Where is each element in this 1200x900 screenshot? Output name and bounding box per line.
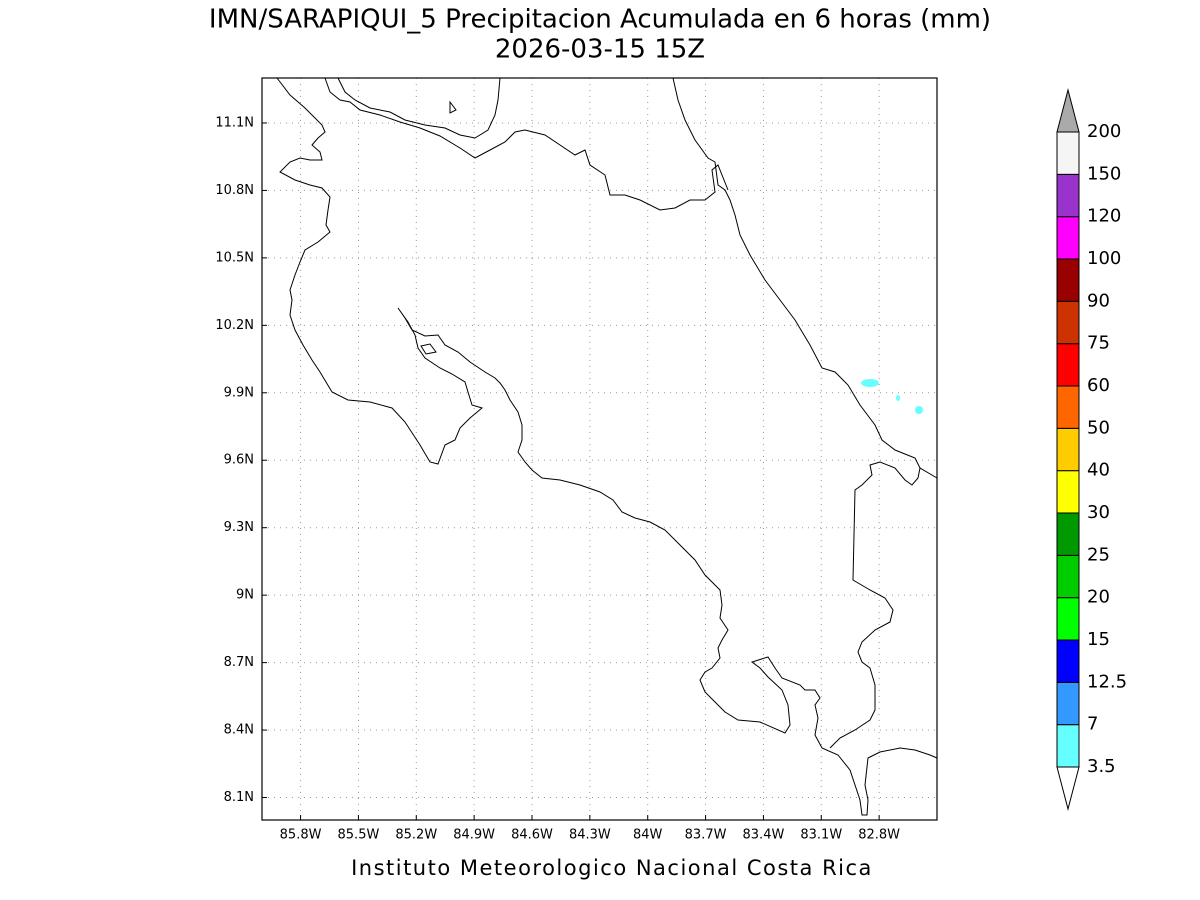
- y-tick-label: 10.5N: [215, 250, 254, 265]
- colorbar-label: 12.5: [1087, 671, 1127, 692]
- x-tick-label: 84.3W: [569, 828, 611, 843]
- y-tick-label: 11.1N: [215, 115, 254, 130]
- colorbar-label: 60: [1087, 375, 1110, 396]
- colorbar-box: [1056, 597, 1080, 641]
- y-tick-label: 9.6N: [224, 453, 254, 468]
- colorbar-extend: [1056, 766, 1080, 811]
- colorbar-label: 100: [1087, 248, 1121, 269]
- chart-subtitle: 2026-03-15 15Z: [495, 35, 705, 65]
- rain-patch: [861, 379, 879, 387]
- colorbar-label: 20: [1087, 587, 1110, 608]
- rain-patch: [915, 406, 923, 414]
- island: [449, 100, 457, 114]
- coast: [672, 77, 938, 479]
- x-tick-label: 85.2W: [395, 828, 437, 843]
- colorbar-extend: [1056, 88, 1080, 133]
- colorbar-box: [1056, 216, 1080, 260]
- precipitation: [861, 379, 923, 414]
- colorbar-box: [1056, 639, 1080, 683]
- colorbar-label: 120: [1087, 206, 1121, 227]
- x-tick-label: 85.8W: [280, 828, 322, 843]
- y-tick-label: 10.8N: [215, 183, 254, 198]
- x-tick-label: 82.8W: [858, 828, 900, 843]
- x-tick-label: 84.9W: [453, 828, 495, 843]
- colorbar-label: 25: [1087, 544, 1110, 565]
- x-tick-label: 85.5W: [338, 828, 380, 843]
- colorbar-label: 3.5: [1087, 756, 1116, 777]
- colorbar-box: [1056, 131, 1080, 175]
- colorbar: 3.5 7 12.5 15 20 25 30 40 50 60 75 90 100 120 150 200: [1056, 88, 1127, 811]
- border: [829, 461, 921, 749]
- chart-title: IMN/SARAPIQUI_5 Precipitacion Acumulada …: [209, 5, 991, 35]
- x-tick-label: 83.7W: [685, 828, 727, 843]
- colorbar-label: 15: [1087, 629, 1110, 650]
- grid: [262, 78, 937, 820]
- rain-patch: [896, 395, 900, 401]
- colorbar-box: [1056, 300, 1080, 345]
- y-tick-label: 9N: [236, 588, 254, 603]
- colorbar-label: 7: [1087, 714, 1098, 735]
- colorbar-label: 50: [1087, 417, 1110, 438]
- map-frame: [261, 77, 938, 821]
- colorbar-label: 150: [1087, 163, 1121, 184]
- x-tick-label: 84W: [633, 828, 663, 843]
- y-tick-label: 8.4N: [224, 723, 254, 738]
- y-tick-label: 8.1N: [224, 790, 254, 805]
- y-tick-label: 9.9N: [224, 385, 254, 400]
- island: [420, 343, 437, 355]
- colorbar-label: 75: [1087, 333, 1110, 354]
- lake-shore: [337, 77, 501, 139]
- footer: Instituto Meteorologico Nacional Costa R…: [351, 856, 873, 880]
- colorbar-label: 90: [1087, 290, 1110, 311]
- colorbar-box: [1056, 512, 1080, 556]
- x-tick-label: 83.1W: [800, 828, 842, 843]
- coast: [276, 77, 938, 816]
- x-tick-label: 84.6W: [511, 828, 553, 843]
- colorbar-box: [1056, 470, 1080, 514]
- colorbar-label: 30: [1087, 502, 1110, 523]
- colorbar-box: [1056, 343, 1080, 387]
- colorbar-box: [1056, 258, 1080, 302]
- colorbar-box: [1056, 385, 1080, 429]
- y-tick-label: 10.2N: [215, 318, 254, 333]
- colorbar-box: [1056, 554, 1080, 599]
- y-tick-label: 8.7N: [224, 655, 254, 670]
- x-tick-label: 83.4W: [743, 828, 785, 843]
- coastline: [276, 77, 938, 816]
- colorbar-label: 200: [1087, 121, 1121, 142]
- colorbar-box: [1056, 724, 1080, 768]
- colorbar-box: [1056, 427, 1080, 472]
- colorbar-box: [1056, 173, 1080, 218]
- y-tick-label: 9.3N: [224, 520, 254, 535]
- colorbar-box: [1056, 681, 1080, 726]
- border: [324, 77, 729, 211]
- colorbar-label: 40: [1087, 460, 1110, 481]
